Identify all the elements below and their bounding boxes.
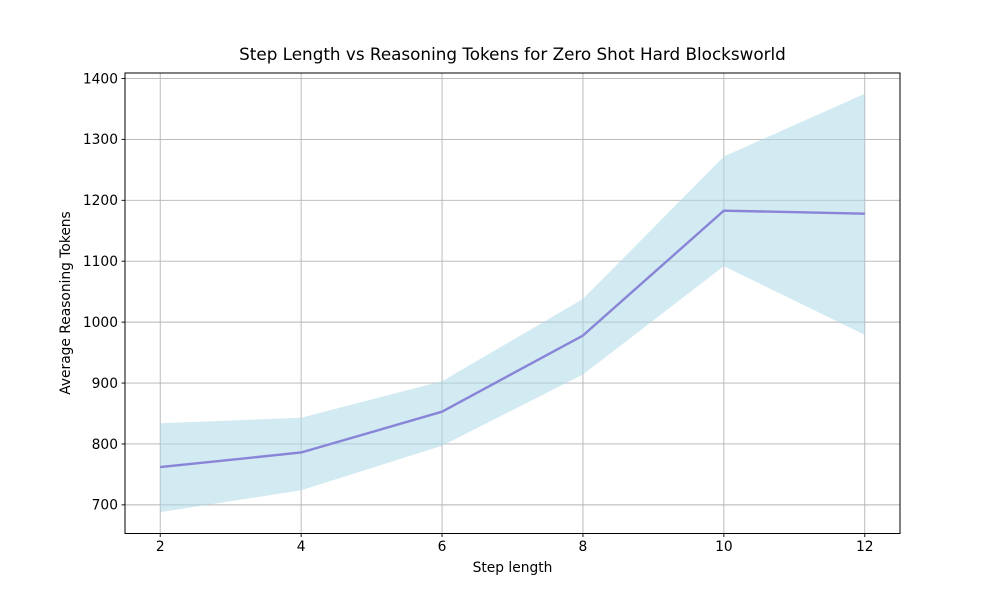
y-tick-label: 900 — [92, 376, 118, 392]
mean-line — [160, 209, 865, 469]
x-tick-label: 4 — [297, 539, 306, 555]
y-tick-label: 800 — [92, 437, 118, 453]
y-tick-label: 1200 — [83, 193, 118, 209]
x-tick-label: 8 — [579, 539, 588, 555]
chart-title: Step Length vs Reasoning Tokens for Zero… — [239, 44, 786, 64]
plot-border — [124, 72, 901, 534]
y-tick-label: 1000 — [83, 315, 118, 331]
confidence-band — [160, 93, 865, 513]
x-axis-label: Step length — [472, 560, 553, 576]
y-axis-label: Average Reasoning Tokens — [58, 211, 74, 395]
x-tick-label: 6 — [438, 539, 447, 555]
y-tick-label: 1300 — [83, 132, 118, 148]
y-tick-label: 1400 — [83, 71, 118, 87]
y-tick-label: 700 — [92, 498, 118, 514]
x-tick-label: 10 — [715, 539, 733, 555]
x-tick-label: 2 — [156, 539, 165, 555]
x-tick-label: 12 — [856, 539, 874, 555]
y-tick-label: 1100 — [83, 254, 118, 270]
